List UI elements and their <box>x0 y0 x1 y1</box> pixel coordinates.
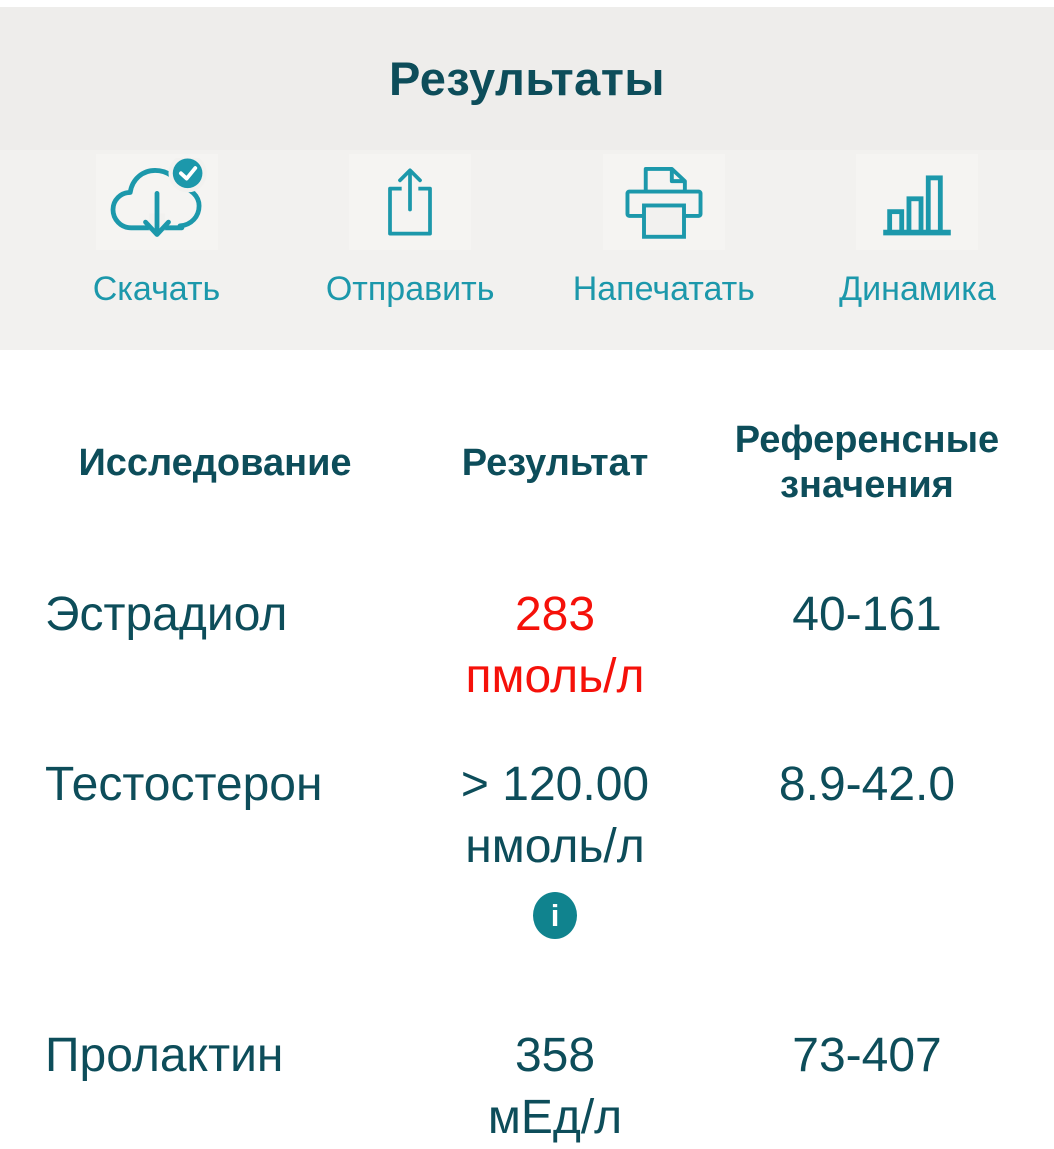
test-name: Пролактин <box>45 1029 284 1082</box>
page-title: Результаты <box>389 52 665 105</box>
bar-chart-icon <box>856 154 979 250</box>
info-icon[interactable]: i <box>533 892 577 939</box>
status-bar-strip <box>0 0 1054 7</box>
reference-range: 40-161 <box>792 588 942 641</box>
share-icon <box>349 154 472 250</box>
result-value: 283 <box>514 588 596 641</box>
reference-range: 73-407 <box>792 1029 942 1082</box>
result-unit: пмоль/л <box>465 650 645 703</box>
test-name: Тестостерон <box>45 758 323 811</box>
column-header-result: Результат <box>461 441 649 484</box>
cloud-download-check-icon <box>95 154 218 250</box>
column-header-test: Исследование <box>78 441 352 484</box>
results-table: Исследование Результат Референсные значе… <box>0 350 1054 1149</box>
table-header-row: Исследование Результат Референсные значе… <box>0 418 1054 508</box>
table-row: Эстрадиол 283 пмоль/л i 40-161 <box>0 584 1054 708</box>
share-label: Отправить <box>325 270 495 308</box>
result-value: 358 <box>514 1029 596 1082</box>
table-row: Пролактин 358 мЕд/л i 73-407 <box>0 1025 1054 1149</box>
result-value: > 120.00 <box>460 758 650 811</box>
table-row: Тестостерон > 120.00 нмоль/л i 8.9-42.0 <box>0 754 1054 939</box>
page-header: Результаты <box>0 7 1054 150</box>
share-button[interactable]: Отправить <box>284 154 537 306</box>
result-unit: нмоль/л <box>465 820 645 873</box>
download-label: Скачать <box>92 270 221 308</box>
test-result: > 120.00 нмоль/л i <box>430 754 680 939</box>
reference-range: 8.9-42.0 <box>778 758 956 811</box>
dynamics-button[interactable]: Динамика <box>791 154 1044 306</box>
dynamics-label: Динамика <box>839 270 996 308</box>
print-button[interactable]: Напечатать <box>537 154 790 306</box>
column-header-reference: Референсные значения <box>734 419 1000 506</box>
print-label: Напечатать <box>572 270 755 308</box>
result-unit: мЕд/л <box>487 1091 623 1144</box>
test-name: Эстрадиол <box>45 588 288 641</box>
test-result: 283 пмоль/л i <box>430 584 680 708</box>
test-result: 358 мЕд/л i <box>430 1025 680 1149</box>
download-button[interactable]: Скачать <box>30 154 283 306</box>
printer-icon <box>602 154 725 250</box>
actions-toolbar: Скачать Отправить Напечатать <box>0 150 1054 350</box>
